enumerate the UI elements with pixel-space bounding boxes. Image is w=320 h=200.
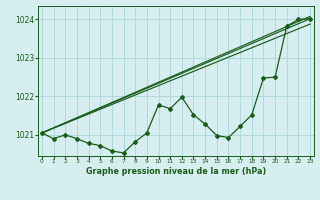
X-axis label: Graphe pression niveau de la mer (hPa): Graphe pression niveau de la mer (hPa) <box>86 167 266 176</box>
